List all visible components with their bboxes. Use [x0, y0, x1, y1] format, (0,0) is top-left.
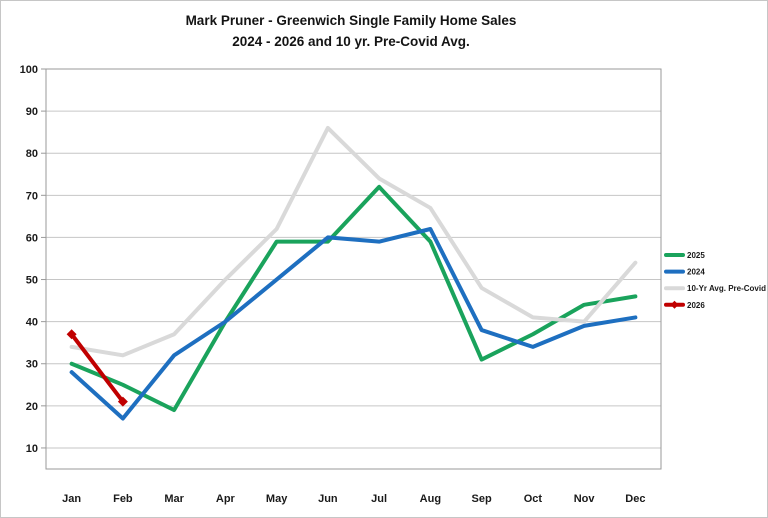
y-axis-label: 60	[26, 232, 38, 244]
x-axis-label: Nov	[574, 493, 596, 505]
x-axis-label: Jul	[371, 493, 387, 505]
series-line-10-yr-avg-pre-covid	[69, 125, 638, 358]
x-axis-label: Oct	[524, 493, 543, 505]
legend-label: 10-Yr Avg. Pre-Covid	[687, 284, 766, 293]
x-axis-label: Mar	[164, 493, 184, 505]
chart-title: Mark Pruner - Greenwich Single Family Ho…	[1, 10, 701, 52]
legend-label: 2025	[687, 251, 705, 260]
x-axis-label: Jun	[318, 493, 338, 505]
series-line-2025	[69, 184, 638, 413]
legend-label: 2026	[687, 301, 705, 310]
x-axis-label: Sep	[472, 493, 492, 505]
y-axis-label: 40	[26, 317, 38, 329]
y-axis-label: 80	[26, 148, 38, 160]
diamond-marker	[66, 329, 77, 340]
y-axis-label: 70	[26, 190, 38, 202]
plot-frame	[45, 68, 662, 470]
legend-diamond-marker	[670, 300, 679, 309]
x-axis-label: May	[266, 493, 288, 505]
y-axis-label: 10	[26, 443, 38, 455]
x-axis-label: Aug	[420, 493, 441, 505]
y-axis-label: 20	[26, 401, 38, 413]
y-axis-label: 30	[26, 359, 38, 371]
x-axis-label: Apr	[216, 493, 236, 505]
legend-label: 2024	[687, 268, 705, 277]
chart-title-line1: Mark Pruner - Greenwich Single Family Ho…	[185, 13, 517, 28]
y-axis-label: 100	[20, 64, 38, 76]
y-axis-label: 50	[26, 275, 38, 287]
series-line-2024	[69, 227, 638, 421]
chart-title-line2: 2024 - 2026 and 10 yr. Pre-Covid Avg.	[232, 34, 470, 49]
series-line-2026	[69, 332, 125, 404]
y-axis-label: 90	[26, 106, 38, 118]
x-axis-label: Jan	[62, 493, 81, 505]
x-axis-label: Feb	[113, 493, 133, 505]
diamond-marker	[117, 396, 128, 407]
x-axis-label: Dec	[625, 493, 645, 505]
